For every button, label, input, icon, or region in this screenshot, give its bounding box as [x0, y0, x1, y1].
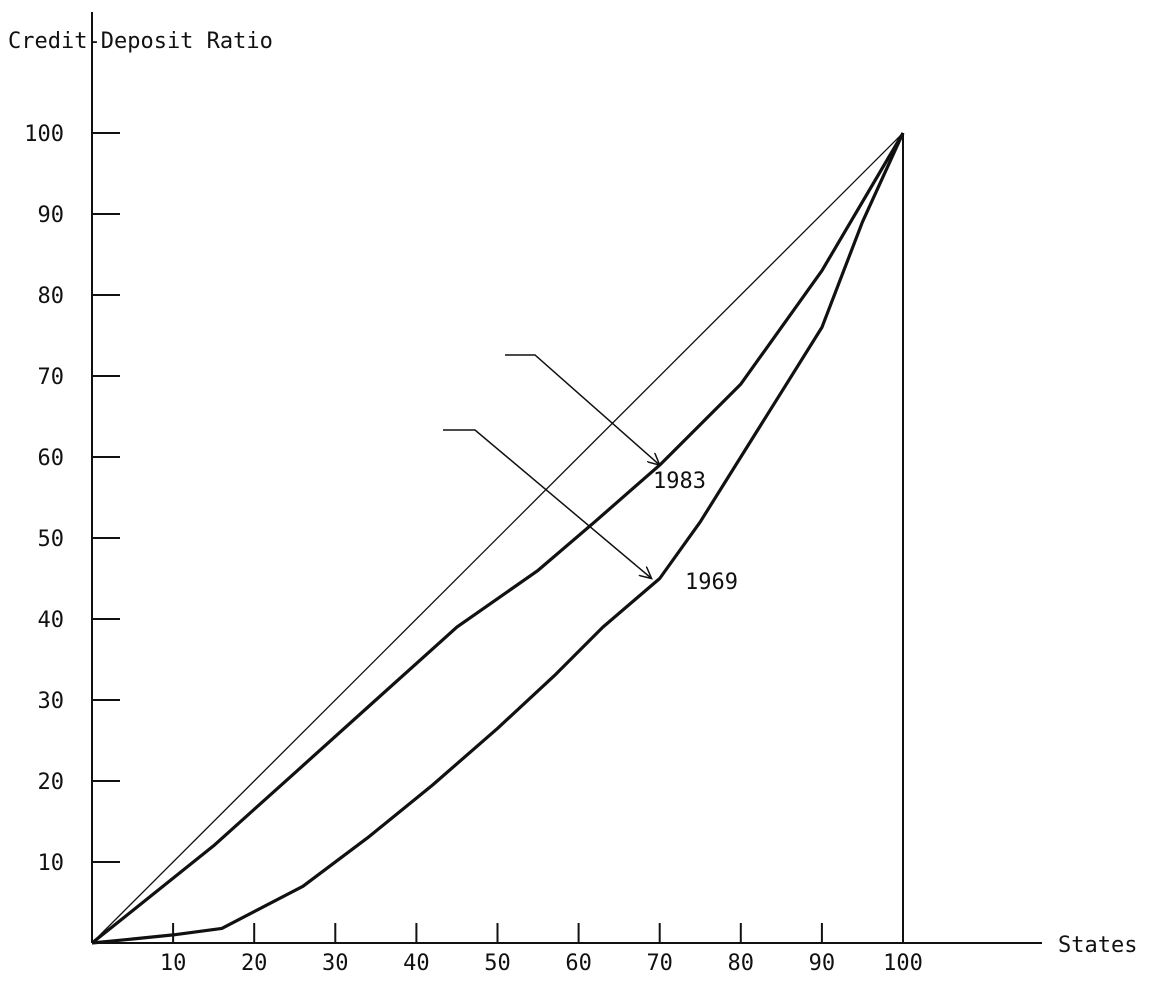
y-tick-label-50: 50 — [38, 527, 65, 552]
equality-line — [91, 132, 904, 944]
y-tick-label-20: 20 — [38, 770, 65, 795]
y-axis-title: Credit-Deposit Ratio — [8, 29, 273, 54]
x-tick-label-80: 80 — [728, 951, 755, 976]
x-tick-label-30: 30 — [322, 951, 349, 976]
y-tick-label-60: 60 — [38, 446, 65, 471]
x-tick-label-100: 100 — [883, 951, 923, 976]
series-line-1969 — [91, 132, 905, 945]
x-tick-label-40: 40 — [403, 951, 430, 976]
x-tick-label-70: 70 — [646, 951, 673, 976]
series-lines — [91, 132, 905, 945]
y-tick-label-90: 90 — [38, 203, 65, 228]
y-tick-label-30: 30 — [38, 689, 65, 714]
y-tick-label-40: 40 — [38, 608, 65, 633]
ticks: 10 20 30 40 50 60 70 80 90 100 10 20 30 40 50 60 70 80 90 1… — [24, 122, 923, 976]
y-tick-label-10: 10 — [38, 851, 65, 876]
x-axis-title: States — [1058, 933, 1137, 958]
x-tick-label-90: 90 — [809, 951, 836, 976]
x-tick-label-20: 20 — [241, 951, 268, 976]
x-tick-label-50: 50 — [484, 951, 511, 976]
x-tick-label-10: 10 — [160, 951, 187, 976]
y-tick-label-100: 100 — [24, 122, 64, 147]
axes — [91, 12, 1042, 944]
y-tick-label-70: 70 — [38, 365, 65, 390]
y-tick-label-80: 80 — [38, 284, 65, 309]
x-tick-label-60: 60 — [565, 951, 592, 976]
series-line-1983 — [91, 132, 905, 945]
series-label-1983: 1983 — [653, 469, 706, 494]
series-label-1969: 1969 — [685, 570, 738, 595]
annotations: 1983 1969 — [443, 354, 738, 595]
annotation-arrow-1969 — [443, 429, 652, 579]
annotation-arrow-1983 — [505, 354, 660, 465]
